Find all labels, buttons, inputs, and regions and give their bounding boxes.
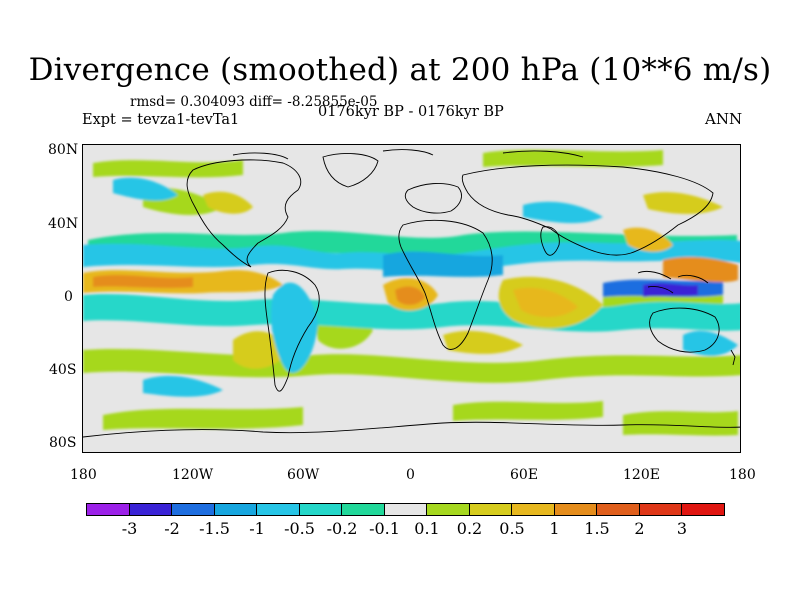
lon-label-120e: 120E (623, 467, 660, 483)
colorbar-swatch (383, 503, 427, 516)
colorbar-tick-label: 1 (549, 519, 560, 538)
lat-label-40n: 40N (48, 216, 79, 232)
colorbar-swatch (256, 503, 300, 516)
colorbar-tick-label: -2 (164, 519, 180, 538)
colorbar-tick-label: 0.1 (414, 519, 440, 538)
colorbar-tick-label: -0.1 (369, 519, 400, 538)
period-label: 0176kyr BP - 0176kyr BP (318, 104, 504, 120)
lon-label-60w: 60W (287, 467, 320, 483)
season-label: ANN (705, 110, 743, 128)
lon-label-180e: 180 (729, 467, 756, 483)
lat-label-0: 0 (64, 289, 73, 305)
divergence-map (82, 144, 741, 453)
colorbar-tick-label: -0.5 (284, 519, 315, 538)
colorbar (86, 503, 725, 516)
plot-title: Divergence (smoothed) at 200 hPa (10**6 … (28, 52, 772, 88)
coastlines (83, 149, 740, 438)
colorbar-tick-label: 0.2 (456, 519, 483, 538)
colorbar-swatch (298, 503, 342, 516)
lon-label-0: 0 (406, 467, 415, 483)
colorbar-swatch (86, 503, 130, 516)
colorbar-swatch (341, 503, 385, 516)
colorbar-swatch (681, 503, 725, 516)
divergence-field (83, 149, 740, 436)
colorbar-tick-label: 0.5 (499, 519, 525, 538)
colorbar-swatch (638, 503, 682, 516)
lon-label-60e: 60E (510, 467, 539, 483)
colorbar-swatch (171, 503, 215, 516)
lat-label-80n: 80N (48, 142, 79, 158)
colorbar-swatch (213, 503, 257, 516)
colorbar-tick-label: -1 (249, 519, 265, 538)
colorbar-swatch (596, 503, 640, 516)
colorbar-tick-label: -3 (121, 519, 138, 538)
colorbar-tick-label: 3 (676, 519, 688, 538)
colorbar-tick-label: 2 (634, 519, 645, 538)
lon-label-180w: 180 (70, 467, 97, 483)
colorbar-swatch (553, 503, 597, 516)
colorbar-swatch (468, 503, 512, 516)
lat-label-80s: 80S (49, 435, 77, 451)
colorbar-tick-label: -0.2 (326, 519, 358, 538)
experiment-label: Expt = tevza1-tevTa1 (82, 112, 240, 128)
lon-label-120w: 120W (172, 467, 214, 483)
lat-label-40s: 40S (49, 362, 77, 378)
map-canvas (83, 149, 740, 438)
colorbar-tick-label: 1.5 (584, 519, 610, 538)
colorbar-swatch (128, 503, 172, 516)
colorbar-tick-label: -1.5 (199, 519, 230, 538)
colorbar-swatch (426, 503, 470, 516)
colorbar-swatch (511, 503, 555, 516)
stats-label: rmsd= 0.304093 diff= -8.25855e-05 (130, 94, 378, 110)
